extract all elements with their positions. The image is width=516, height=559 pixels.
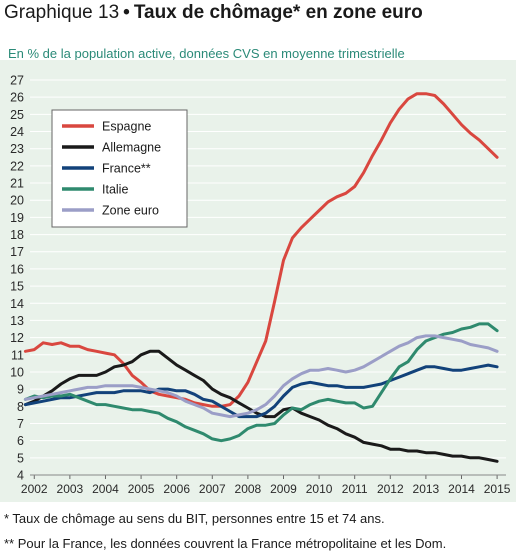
series-line-espagne <box>23 92 499 408</box>
chart-title: Graphique 13 • Taux de chômage* en zone eu… <box>4 2 423 24</box>
x-tick-label: 2008 <box>235 482 262 496</box>
series-line-france <box>23 363 499 419</box>
legend-label: France** <box>102 162 151 176</box>
x-tick-label: 2002 <box>21 482 48 496</box>
x-tick-label: 2011 <box>342 482 368 496</box>
x-tick-label: 2005 <box>128 482 155 496</box>
y-tick-label: 11 <box>11 348 24 362</box>
y-tick-label: 5 <box>17 451 24 465</box>
footnote-france: ** Pour la France, les données couvrent … <box>4 536 447 551</box>
y-tick-label: 25 <box>10 108 24 122</box>
y-tick-label: 10 <box>10 365 24 379</box>
y-tick-label: 9 <box>17 383 24 397</box>
y-tick-label: 17 <box>10 245 24 259</box>
title-separator: • <box>123 2 130 23</box>
legend-label: Italie <box>102 183 128 197</box>
chart-title-text: Taux de chômage* en zone euro <box>133 2 423 23</box>
y-tick-label: 21 <box>10 177 24 191</box>
x-tick-label: 2004 <box>92 482 119 496</box>
chart-number: Graphique 13 <box>4 2 120 23</box>
series-line-italie <box>23 322 499 443</box>
x-tick-label: 2007 <box>199 482 226 496</box>
y-tick-label: 26 <box>10 91 24 105</box>
y-tick-label: 16 <box>10 262 24 276</box>
y-tick-label: 23 <box>10 142 24 156</box>
y-tick-label: 14 <box>10 297 24 311</box>
x-tick-label: 2003 <box>57 482 84 496</box>
line-chart: 4 5 6 7 8 9 10 11 12 13 14 15 16 17 18 19 20 21 22 23 24 25 26… <box>10 74 511 497</box>
chart-subtitle: En % de la population active, données CV… <box>8 46 405 61</box>
x-tick-label: 2015 <box>484 482 511 496</box>
legend-label: Espagne <box>102 120 151 134</box>
y-tick-label: 8 <box>17 400 24 414</box>
y-tick-label: 24 <box>10 125 24 139</box>
y-tick-label: 4 <box>17 469 24 483</box>
legend-label: Allemagne <box>102 141 161 155</box>
y-tick-label: 27 <box>10 74 24 88</box>
y-tick-label: 12 <box>10 331 24 345</box>
legend-label: Zone euro <box>102 204 159 218</box>
x-tick-label: 2014 <box>448 482 475 496</box>
y-tick-label: 6 <box>17 434 24 448</box>
series-line-zone-euro <box>23 334 499 419</box>
x-tick-label: 2010 <box>306 482 333 496</box>
y-tick-label: 20 <box>10 194 24 208</box>
y-tick-label: 18 <box>10 228 24 242</box>
y-tick-label: 13 <box>10 314 24 328</box>
y-tick-label: 22 <box>10 159 24 173</box>
y-tick-label: 7 <box>17 417 24 431</box>
y-tick-label: 19 <box>10 211 24 225</box>
x-tick-label: 2006 <box>163 482 190 496</box>
footnote-bit: * Taux de chômage au sens du BIT, person… <box>4 511 385 526</box>
x-tick-label: 2009 <box>270 482 297 496</box>
y-tick-label: 15 <box>10 280 24 294</box>
x-tick-label: 2013 <box>413 482 440 496</box>
x-tick-label: 2012 <box>377 482 404 496</box>
